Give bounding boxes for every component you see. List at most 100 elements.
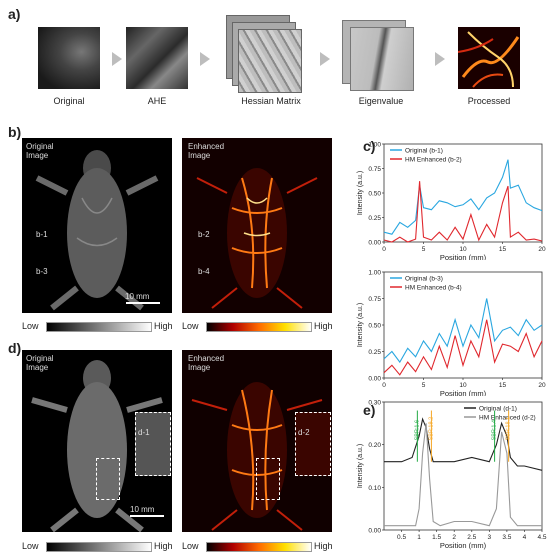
panel-b-scale-label: 10 mm	[125, 292, 150, 301]
colorbar-d-hot-high: High	[314, 541, 333, 551]
chart-c1-xlabel: Position (mm)	[440, 253, 487, 260]
chart-e-ytick-label: 0.10	[368, 485, 381, 492]
chart-e-ytick-label: 0.20	[368, 442, 381, 449]
chart-c1-legend-label: HM Enhanced (b-2)	[405, 157, 462, 164]
pipeline-arrow	[435, 52, 445, 66]
chart-e-xtick-label: 4	[523, 534, 527, 541]
chart-c2-xtick-label: 20	[538, 382, 546, 389]
colorbar-b-gray-low: Low	[22, 321, 39, 331]
chart-c2-ytick-label: 0.75	[368, 296, 381, 303]
pipeline-label-original: Original	[53, 96, 85, 106]
chart-e-legend-label: Original (d-1)	[479, 406, 517, 413]
panel-e-letter: e)	[363, 402, 376, 418]
panel-b-letter: b)	[8, 124, 22, 140]
colorbar-d-gray-high: High	[154, 541, 173, 551]
chart-e-xtick-label: 1.5	[432, 534, 441, 541]
panel-b-original-image	[22, 138, 172, 313]
panel-d-left-title: Original Image	[26, 354, 54, 372]
pipeline-original-tile	[38, 27, 100, 89]
pipeline-label-processed: Processed	[467, 96, 511, 106]
panel-b-scale-bar	[126, 302, 160, 304]
chart-c-bottom: 0.00 0.25 0.50 0.75 1.00 0 5 10 15 20 Position (mm…	[357, 270, 546, 397]
chart-c1-ytick-label: 0.75	[368, 166, 381, 173]
panel-a-letter: a)	[8, 6, 21, 22]
colorbar-b-gray-high: High	[154, 321, 173, 331]
chart-c1-xtick-label: 0	[382, 246, 386, 253]
panel-d-roi-box	[96, 458, 120, 500]
chart-c-top: 0.00 0.25 0.50 0.75 1.00 0 5 10 15 20 Position (mm…	[357, 142, 546, 261]
colorbar-d-gray-low: Low	[22, 541, 39, 551]
chart-c1-series-0-line	[383, 159, 543, 235]
chart-c2-series-1-line	[383, 319, 543, 376]
chart-c1-ylabel: Intensity (a.u.)	[357, 171, 364, 215]
panel-b-right-title: Enhanced Image	[188, 142, 225, 160]
marker-b1: b-1	[36, 230, 48, 239]
pipeline-processed-tile	[458, 27, 520, 89]
panel-d-scale-bar	[130, 515, 164, 517]
marker-b4: b-4	[198, 267, 210, 276]
pipeline-label-ahe: AHE	[147, 96, 167, 106]
chart-c2-ytick-label: 0.00	[368, 376, 381, 383]
chart-c1-series-1-line	[383, 181, 543, 243]
chart-c1-ytick-label: 0.00	[368, 240, 381, 247]
marker-b2: b-2	[198, 230, 210, 239]
chart-c2-xlabel: Position (mm)	[440, 389, 487, 396]
panel-d-right-title: Enhanced Image	[188, 354, 225, 372]
pipeline-label-eigenvalue: Eigenvalue	[358, 96, 404, 106]
chart-e-annotation: SBR:1.4	[492, 420, 498, 440]
chart-c1-ytick-label: 0.50	[368, 191, 381, 198]
panel-d-inset	[135, 412, 171, 476]
marker-d1: d-1	[138, 428, 150, 437]
chart-c1-xtick-label: 10	[459, 246, 467, 253]
chart-e-ylabel: Intensity (a.u.)	[357, 444, 364, 488]
pipeline-hessian-tile-front	[238, 29, 302, 93]
chart-e-xtick-label: 2	[452, 534, 456, 541]
colorbar-d-hot	[206, 542, 312, 552]
panel-d-letter: d)	[8, 340, 22, 356]
chart-c2-ytick-label: 0.50	[368, 323, 381, 330]
chart-c1-xtick-label: 5	[422, 246, 426, 253]
chart-e-xtick-label: 0.5	[397, 534, 406, 541]
chart-e-annotation: SBR:1.6	[414, 420, 420, 440]
panel-d-enh-roi-box	[256, 458, 280, 500]
colorbar-b-gray	[46, 322, 152, 332]
chart-e-frame	[383, 401, 543, 531]
chart-c1-ytick-label: 0.25	[368, 215, 381, 222]
chart-e-ytick-label: 0.30	[368, 400, 381, 407]
chart-c1-xtick-label: 20	[538, 246, 546, 253]
colorbar-d-hot-low: Low	[182, 541, 199, 551]
chart-c1-legend-label: Original (b-1)	[405, 148, 443, 155]
pipeline-eigen-tile	[350, 27, 414, 91]
chart-e-xtick-label: 2.5	[467, 534, 476, 541]
panel-b-left-title: Original Image	[26, 142, 54, 160]
chart-c2-ytick-label: 0.25	[368, 349, 381, 356]
colorbar-b-hot-high: High	[314, 321, 333, 331]
colorbar-b-hot-low: Low	[182, 321, 199, 331]
chart-e-xlabel: Position (mm)	[440, 541, 487, 550]
chart-c1-ytick-label: 1.00	[368, 142, 381, 149]
pipeline-label-hessian: Hessian Matrix	[241, 96, 301, 106]
chart-c2-xtick-label: 0	[382, 382, 386, 389]
marker-d2: d-2	[298, 428, 310, 437]
chart-e-xtick-label: 3	[488, 534, 492, 541]
chart-e-xtick-label: 1	[417, 534, 421, 541]
pipeline-arrow	[320, 52, 330, 66]
chart-e-legend-label: HM Enhanced (d-2)	[479, 415, 536, 422]
colorbar-d-gray	[46, 542, 152, 552]
chart-c2-xtick-label: 10	[459, 382, 467, 389]
chart-c2-ylabel: Intensity (a.u.)	[357, 303, 364, 347]
colorbar-b-hot	[206, 322, 312, 332]
pipeline-ahe-tile	[126, 27, 188, 89]
panel-b-enhanced-image	[182, 138, 332, 313]
chart-e-annotation: SBR:18.1	[506, 417, 512, 441]
chart-c1-xtick-label: 15	[499, 246, 507, 253]
chart-e-series-0-line	[384, 417, 543, 471]
chart-c2-xtick-label: 5	[422, 382, 426, 389]
chart-e-annotation: SBR:19.2	[428, 417, 434, 441]
chart-e: 0.00 0.10 0.20 0.30 0.5 1 1.5 2 2.5 3 3.5 4 4.5 Posit…	[357, 400, 547, 551]
chart-e-xtick-label: 3.5	[502, 534, 511, 541]
panel-c-letter: c)	[363, 138, 376, 154]
panel-d-scale-label: 10 mm	[130, 505, 155, 514]
panel-d-enhanced-image	[182, 350, 332, 532]
chart-e-xtick-label: 4.5	[537, 534, 546, 541]
